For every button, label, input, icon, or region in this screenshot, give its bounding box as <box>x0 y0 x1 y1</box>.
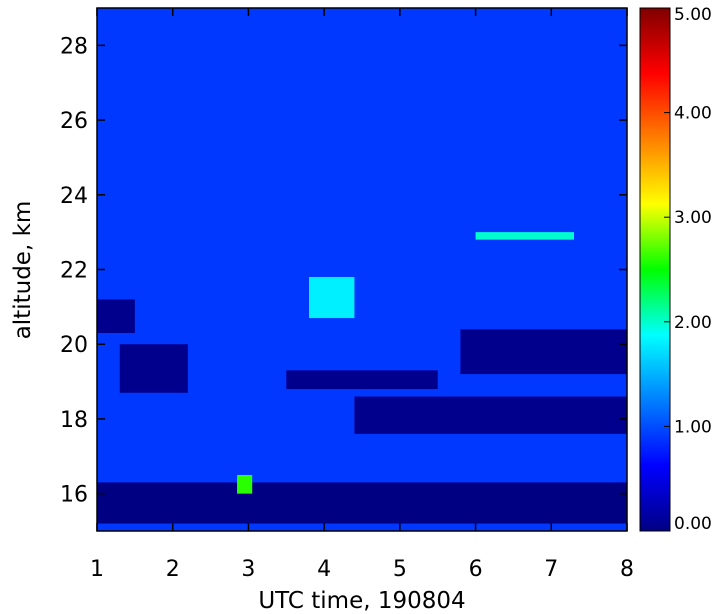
y-tick-label: 28 <box>60 34 88 59</box>
heatmap-region <box>460 329 627 375</box>
x-tick-label: 8 <box>620 557 634 582</box>
colorbar-axis: 0.00 1.00 2.00 3.00 4.00 5.00 <box>664 5 712 534</box>
heatmap-region <box>309 276 355 319</box>
heatmap-region <box>286 370 438 390</box>
colorbar-tick-label: 0.00 <box>674 514 712 534</box>
y-tick-label: 20 <box>60 333 88 358</box>
colorbar-tick-label: 2.00 <box>674 313 712 333</box>
x-tick-label: 6 <box>469 557 483 582</box>
heatmap-region <box>97 299 135 334</box>
colorbar-tick-label: 5.00 <box>674 5 712 25</box>
y-tick-label: 18 <box>60 408 88 433</box>
x-axis-title: UTC time, 190804 <box>258 588 465 614</box>
x-tick-label: 2 <box>166 557 180 582</box>
x-tick-label: 7 <box>544 557 558 582</box>
heatmap-region <box>237 474 253 494</box>
colorbar <box>639 7 671 532</box>
heatmap-area <box>97 8 627 531</box>
heatmap-region <box>475 232 574 240</box>
y-tick-label: 16 <box>60 483 88 508</box>
x-tick-label: 3 <box>241 557 255 582</box>
y-tick-label: 24 <box>60 184 88 209</box>
heatmap-region <box>354 396 627 434</box>
colorbar-tick-label: 4.00 <box>674 104 712 124</box>
heatmap-region <box>119 344 188 393</box>
y-axis: 16 18 20 22 24 26 28 <box>60 34 627 508</box>
x-tick-label: 1 <box>90 557 104 582</box>
y-tick-label: 26 <box>60 109 88 134</box>
y-tick-label: 22 <box>60 259 88 284</box>
colorbar-tick-label: 3.00 <box>674 208 712 228</box>
heatmap-region <box>97 482 627 524</box>
x-tick-label: 5 <box>393 557 407 582</box>
x-axis: 1 2 3 4 5 6 7 8 <box>90 8 634 582</box>
x-tick-label: 4 <box>317 557 331 582</box>
heatmap-background <box>97 8 627 531</box>
colorbar-tick-label: 1.00 <box>674 417 712 437</box>
y-axis-title: altitude, km <box>10 201 36 340</box>
